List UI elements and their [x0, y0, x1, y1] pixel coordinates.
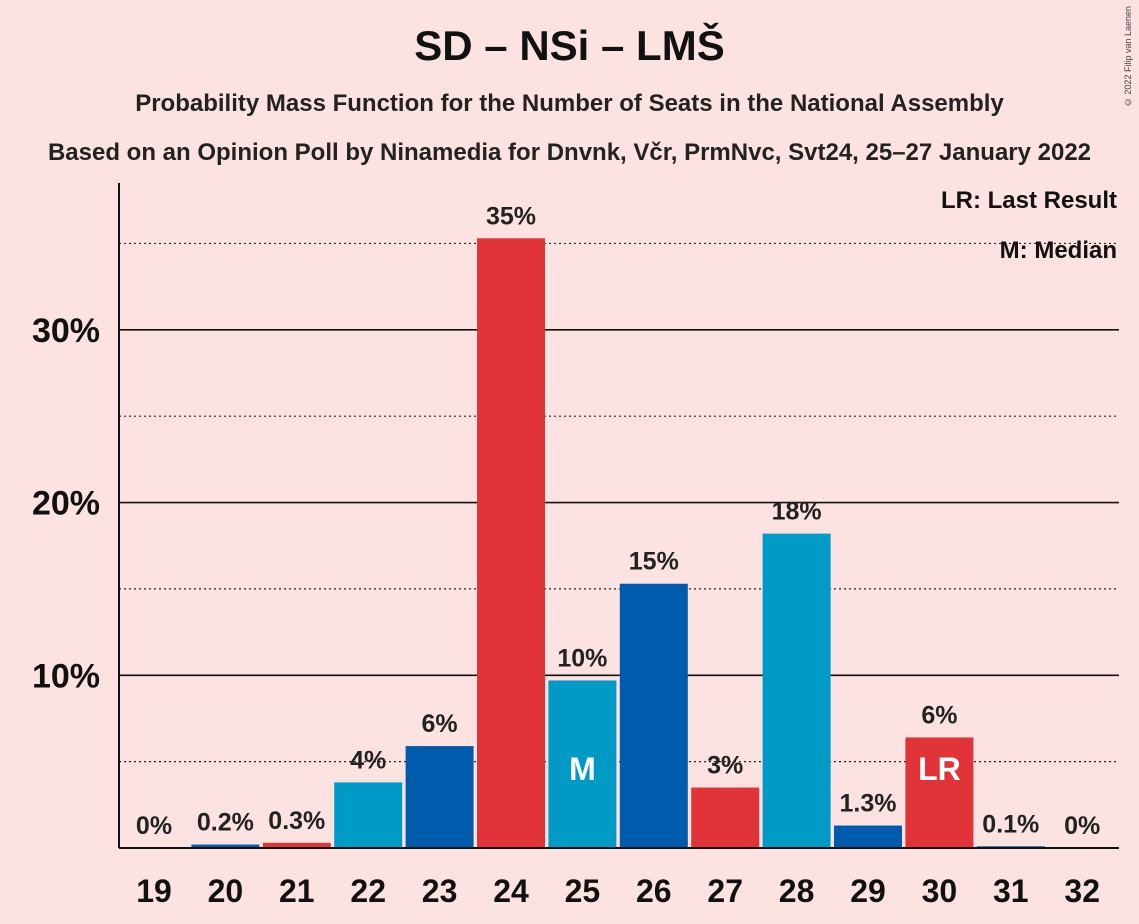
value-label-27: 3% — [707, 752, 743, 780]
bar-26 — [619, 583, 688, 848]
x-tick-label-30: 30 — [922, 873, 958, 909]
chart-title: SD – NSi – LMŠ — [414, 22, 725, 69]
x-tick-label-25: 25 — [565, 873, 601, 909]
x-tick-label-29: 29 — [850, 873, 886, 909]
bar-30 — [905, 737, 974, 848]
bar-23 — [405, 746, 474, 848]
y-tick-label: 20% — [32, 485, 100, 523]
legend: LR: Last Result M: Median — [941, 187, 1117, 264]
x-tick-label-22: 22 — [350, 873, 386, 909]
value-label-25: 10% — [557, 644, 607, 672]
bar-22 — [334, 782, 403, 848]
x-tick-label-24: 24 — [493, 873, 529, 909]
chart-subtitle: Probability Mass Function for the Number… — [135, 90, 1004, 117]
value-label-28: 18% — [772, 498, 822, 526]
value-label-30: 6% — [921, 701, 957, 729]
bar-27 — [691, 787, 760, 848]
value-label-32: 0% — [1064, 812, 1100, 840]
x-tick-label-28: 28 — [779, 873, 815, 909]
bars — [191, 238, 1045, 849]
value-label-24: 35% — [486, 202, 536, 230]
bar-20 — [191, 844, 260, 848]
value-label-22: 4% — [350, 746, 386, 774]
marker-lr: LR — [918, 751, 961, 787]
value-labels: 0% 0.2% 0.3% 4% 6% 35% 10% M 15% 3% 18% 1.3% 6% LR 0.1… — [136, 202, 1100, 840]
legend-last-result: LR: Last Result — [941, 187, 1117, 214]
marker-m: M — [569, 751, 596, 787]
x-tick-label-19: 19 — [136, 873, 172, 909]
x-tick-label-21: 21 — [279, 873, 315, 909]
bar-24 — [477, 238, 545, 849]
value-label-19: 0% — [136, 812, 172, 840]
value-label-26: 15% — [629, 548, 679, 576]
value-label-21: 0.3% — [268, 807, 325, 835]
value-label-29: 1.3% — [840, 790, 897, 818]
bar-21 — [262, 842, 331, 848]
chart-source: Based on an Opinion Poll by Ninamedia fo… — [47, 139, 1092, 166]
y-tick-label: 10% — [32, 657, 100, 695]
value-label-20: 0.2% — [197, 809, 254, 837]
bar-29 — [834, 825, 902, 848]
gridlines — [119, 242, 1119, 763]
x-tick-label-27: 27 — [707, 873, 743, 909]
value-label-23: 6% — [422, 710, 458, 738]
legend-median: M: Median — [1000, 237, 1117, 264]
value-label-31: 0.1% — [982, 810, 1039, 838]
y-tick-label: 30% — [32, 312, 100, 350]
bar-25 — [548, 680, 617, 848]
x-tick-label-32: 32 — [1064, 873, 1100, 909]
x-tick-label-31: 31 — [993, 873, 1029, 909]
bar-28 — [762, 533, 831, 848]
x-tick-label-20: 20 — [208, 873, 244, 909]
axes: 10% 20% 30% 19 20 21 22 23 24 25 26 27 28 29 30 31 32 — [32, 183, 1119, 909]
x-tick-label-23: 23 — [422, 873, 458, 909]
x-tick-label-26: 26 — [636, 873, 672, 909]
